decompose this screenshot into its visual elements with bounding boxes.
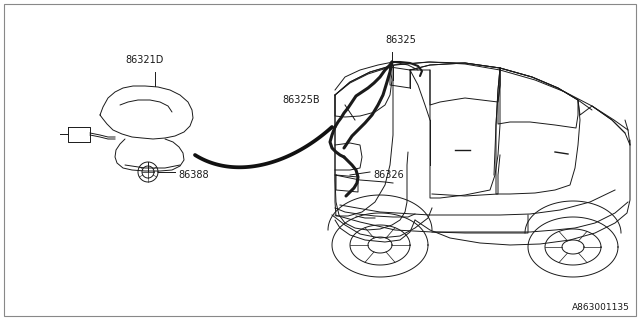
Text: 86325: 86325 [385, 35, 416, 45]
Text: 86325B: 86325B [282, 95, 320, 105]
Text: 86326: 86326 [373, 170, 404, 180]
Text: A863001135: A863001135 [572, 303, 630, 312]
Text: 86321D: 86321D [126, 55, 164, 65]
Text: 86388: 86388 [178, 170, 209, 180]
